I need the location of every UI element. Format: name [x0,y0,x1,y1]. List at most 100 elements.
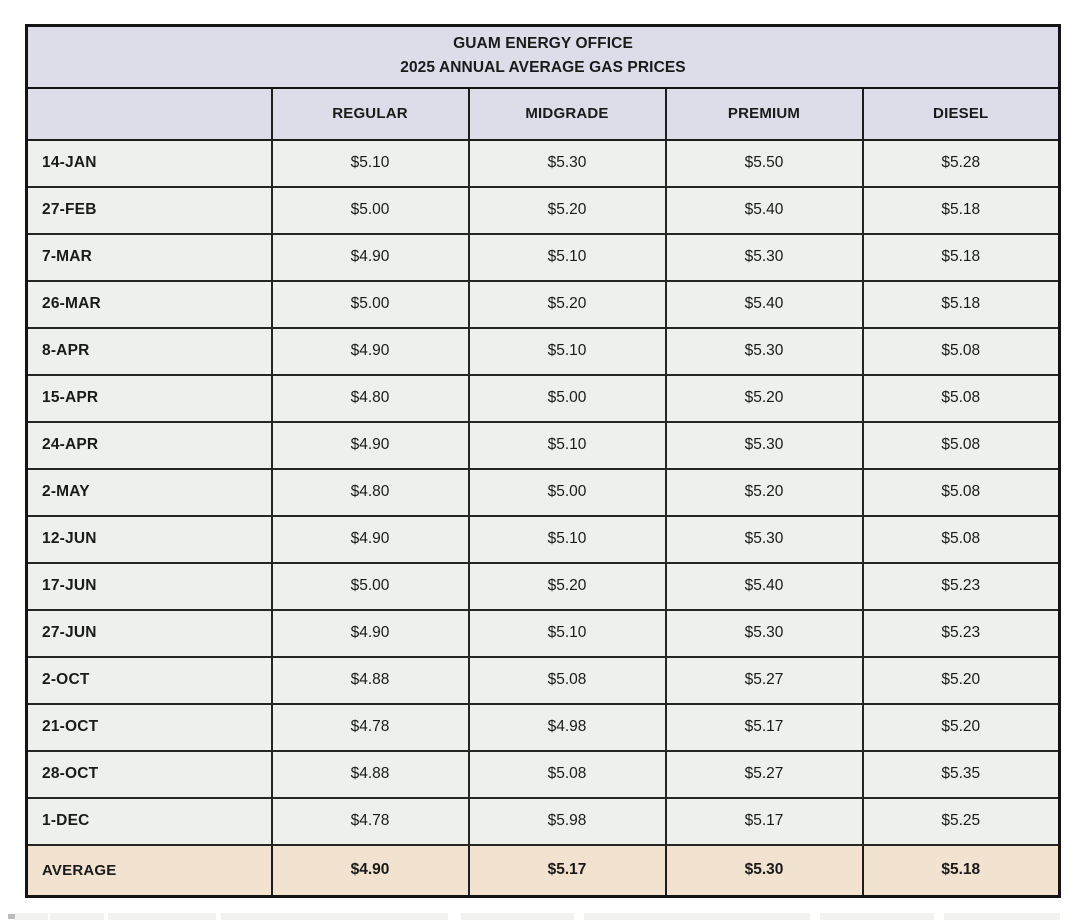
price-cell: $5.30 [664,420,864,470]
price-cell: $5.10 [467,326,667,376]
price-cell: $5.08 [861,467,1061,517]
row-date-cell: 14-JAN [25,138,273,188]
price-cell: $5.30 [664,843,864,898]
corner-header-cell [25,86,273,141]
average-label-cell: AVERAGE [25,843,273,898]
table-row: 27-FEB $5.00 $5.20 $5.40 $5.18 [25,185,1061,235]
price-cell: $4.90 [270,232,470,282]
price-cell: $4.78 [270,702,470,752]
row-date-cell: 2-MAY [25,467,273,517]
price-cell: $5.27 [664,749,864,799]
row-date-cell: 17-JUN [25,561,273,611]
column-header-diesel: DIESEL [861,86,1061,141]
table-subtitle: 2025 ANNUAL AVERAGE GAS PRICES [400,58,686,76]
cutoff-fragment [461,913,574,920]
table-row: 27-JUN $4.90 $5.10 $5.30 $5.23 [25,608,1061,658]
row-date-cell: 27-FEB [25,185,273,235]
row-date-cell: 27-JUN [25,608,273,658]
table-row: 7-MAR $4.90 $5.10 $5.30 $5.18 [25,232,1061,282]
row-date-cell: 21-OCT [25,702,273,752]
price-cell: $4.90 [270,326,470,376]
price-cell: $5.28 [861,138,1061,188]
row-date-cell: 7-MAR [25,232,273,282]
price-cell: $5.08 [861,514,1061,564]
price-cell: $4.88 [270,655,470,705]
price-cell: $5.40 [664,279,864,329]
price-cell: $5.30 [664,608,864,658]
row-date-cell: 26-MAR [25,279,273,329]
price-cell: $5.10 [467,608,667,658]
row-date-cell: 15-APR [25,373,273,423]
price-cell: $5.50 [664,138,864,188]
price-cell: $5.23 [861,608,1061,658]
price-cell: $5.17 [664,702,864,752]
column-header-midgrade: MIDGRADE [467,86,667,141]
table-row: 15-APR $4.80 $5.00 $5.20 $5.08 [25,373,1061,423]
column-header-regular: REGULAR [270,86,470,141]
table-row: 2-MAY $4.80 $5.00 $5.20 $5.08 [25,467,1061,517]
price-cell: $4.90 [270,420,470,470]
price-cell: $5.35 [861,749,1061,799]
cutoff-fragment [944,913,1060,920]
gas-price-table: GUAM ENERGY OFFICE 2025 ANNUAL AVERAGE G… [25,24,1061,898]
table-row: 12-JUN $4.90 $5.10 $5.30 $5.08 [25,514,1061,564]
price-cell: $5.20 [861,655,1061,705]
table-row: 21-OCT $4.78 $4.98 $5.17 $5.20 [25,702,1061,752]
price-cell: $5.08 [861,420,1061,470]
table-row: 28-OCT $4.88 $5.08 $5.27 $5.35 [25,749,1061,799]
price-cell: $5.10 [467,420,667,470]
price-cell: $5.20 [861,702,1061,752]
cutoff-fragment [108,913,216,920]
gas-price-table-sheet: GUAM ENERGY OFFICE 2025 ANNUAL AVERAGE G… [25,24,1061,898]
price-cell: $5.27 [664,655,864,705]
price-cell: $5.25 [861,796,1061,846]
table-row: 26-MAR $5.00 $5.20 $5.40 $5.18 [25,279,1061,329]
price-cell: $5.08 [467,655,667,705]
row-date-cell: 28-OCT [25,749,273,799]
price-cell: $5.10 [467,514,667,564]
price-cell: $4.90 [270,514,470,564]
price-cell: $5.23 [861,561,1061,611]
price-cell: $5.00 [270,279,470,329]
price-cell: $5.08 [861,326,1061,376]
price-cell: $4.90 [270,843,470,898]
price-cell: $5.30 [664,514,864,564]
price-cell: $5.17 [664,796,864,846]
price-cell: $5.00 [467,373,667,423]
row-date-cell: 2-OCT [25,655,273,705]
cutoff-fragment [8,914,18,919]
price-cell: $5.00 [467,467,667,517]
price-cell: $5.08 [467,749,667,799]
average-row: AVERAGE $4.90 $5.17 $5.30 $5.18 [25,843,1061,898]
column-header-premium: PREMIUM [664,86,864,141]
price-cell: $5.40 [664,561,864,611]
row-date-cell: 1-DEC [25,796,273,846]
cutoff-fragment [820,913,934,920]
table-row: 8-APR $4.90 $5.10 $5.30 $5.08 [25,326,1061,376]
table-row: 2-OCT $4.88 $5.08 $5.27 $5.20 [25,655,1061,705]
price-cell: $5.18 [861,279,1061,329]
price-cell: $5.20 [467,279,667,329]
cutoff-fragment [50,913,104,920]
price-cell: $5.20 [664,373,864,423]
price-cell: $5.30 [664,326,864,376]
price-cell: $5.98 [467,796,667,846]
table-title: GUAM ENERGY OFFICE [453,34,633,52]
cutoff-fragment [15,913,48,920]
cutoff-fragment [221,913,448,920]
table-body: 14-JAN $5.10 $5.30 $5.50 $5.28 27-FEB $5.00 $5.… [25,138,1061,898]
price-cell: $5.30 [664,232,864,282]
table-row: 17-JUN $5.00 $5.20 $5.40 $5.23 [25,561,1061,611]
price-cell: $5.08 [861,373,1061,423]
table-row: 24-APR $4.90 $5.10 $5.30 $5.08 [25,420,1061,470]
price-cell: $4.80 [270,373,470,423]
price-cell: $4.98 [467,702,667,752]
price-cell: $4.90 [270,608,470,658]
price-cell: $4.80 [270,467,470,517]
price-cell: $5.10 [270,138,470,188]
price-cell: $5.30 [467,138,667,188]
price-cell: $5.00 [270,185,470,235]
cutoff-content-strip [0,912,1085,920]
price-cell: $4.88 [270,749,470,799]
table-title-cell: GUAM ENERGY OFFICE 2025 ANNUAL AVERAGE G… [25,24,1061,89]
